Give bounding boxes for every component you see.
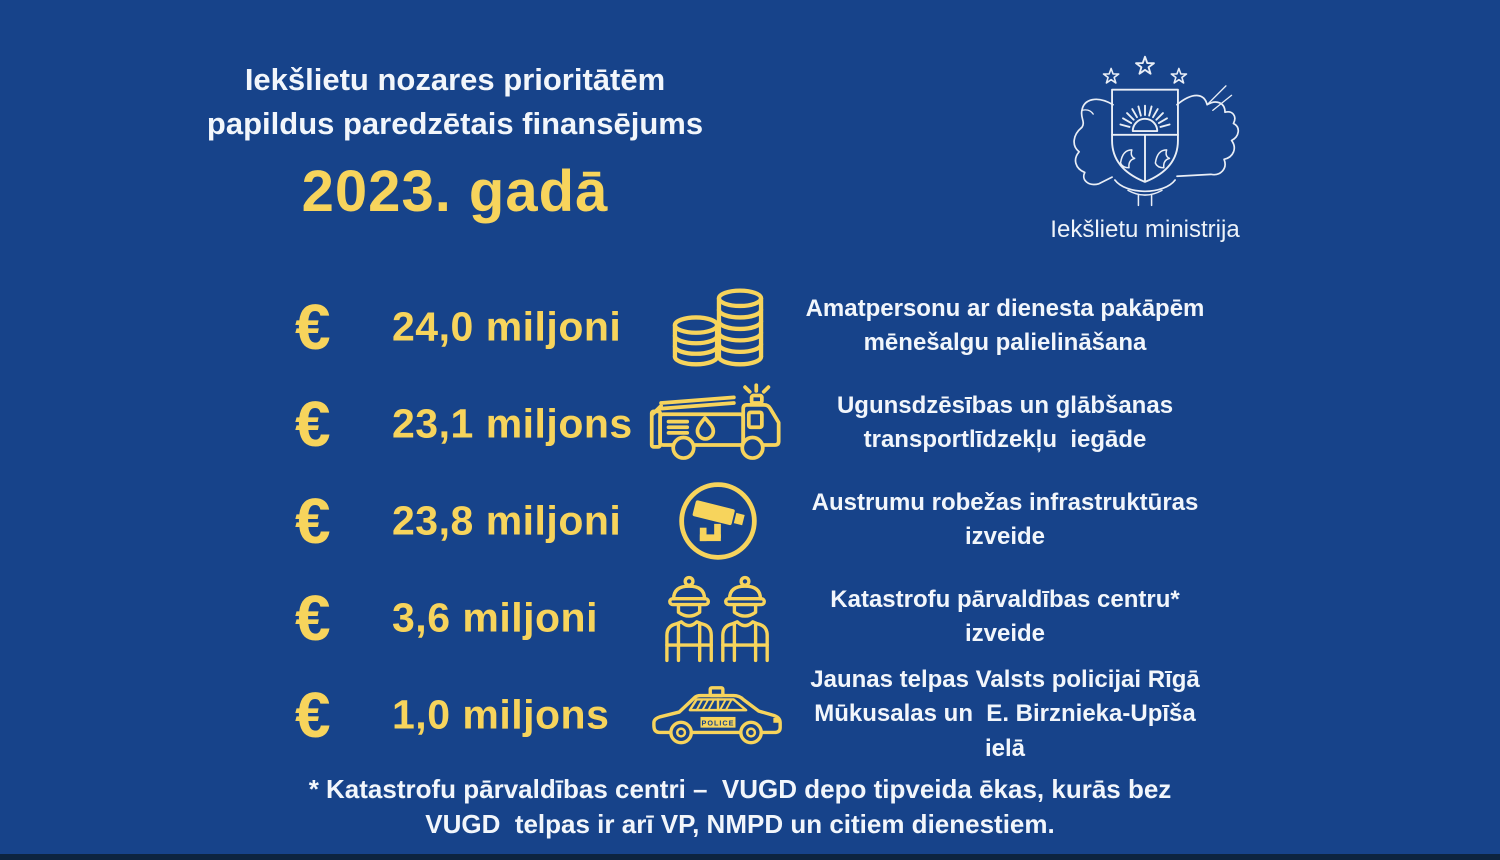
description-line: mēnešalgu palielināšana — [863, 329, 1147, 357]
amount-value: 1,0 miljons — [392, 691, 610, 737]
amount-value: 3,6 miljoni — [392, 594, 598, 640]
amount-value: 24,0 miljoni — [392, 303, 622, 349]
euro-sign: € — [295, 678, 331, 751]
cctv-camera-icon — [648, 472, 788, 569]
euro-sign: € — [295, 581, 331, 654]
description-line: Ugunsdzēsības un glābšanas — [836, 391, 1174, 419]
description-line: izveide — [964, 523, 1046, 551]
fire-truck-icon — [648, 375, 788, 472]
title-line-1: Iekšlietu nozares prioritātēm — [244, 62, 666, 97]
amount-value: 23,1 miljons — [392, 400, 633, 446]
row-description: Ugunsdzēsības un glābšanas transportlīdz… — [792, 389, 1218, 459]
row-description: Katastrofu pārvaldības centru* izveide — [792, 583, 1218, 653]
year-heading: 2023. gadā — [301, 159, 609, 225]
euro-sign: € — [295, 290, 331, 363]
row-description: Amatpersonu ar dienesta pakāpēm mēnešalg… — [792, 292, 1218, 362]
description-line: Jaunas telpas Valsts policijai Rīgā — [810, 665, 1200, 693]
row-description: Austrumu robežas infrastruktūras izveide — [792, 486, 1218, 556]
header: Iekšlietu nozares prioritātēm papildus p… — [120, 58, 790, 225]
firefighters-icon — [648, 569, 788, 666]
description-line: Mūkusalas un E. Birznieka-Upīša ielā — [814, 700, 1203, 762]
latvia-coat-of-arms-icon — [1073, 55, 1240, 207]
funding-row-border-infrastructure: € 23,8 miljoni Austrumu robežas infrastr… — [0, 472, 1500, 569]
description-line: izveide — [964, 620, 1046, 648]
description-line: transportlīdzekļu iegāde — [863, 426, 1147, 454]
euro-sign: € — [295, 484, 331, 557]
amount-value: 23,8 miljoni — [392, 497, 622, 543]
row-description: Jaunas telpas Valsts policijai Rīgā Mūku… — [792, 662, 1218, 766]
footnote: * Katastrofu pārvaldības centri – VUGD d… — [0, 772, 1480, 842]
description-line: Katastrofu pārvaldības centru* — [830, 585, 1180, 613]
footnote-line-2: VUGD telpas ir arī VP, NMPD un citiem di… — [425, 809, 1055, 840]
funding-row-police-premises: € 1,0 miljons POLICE Jaunas te — [0, 665, 1500, 763]
ministry-name: Iekšlietu ministrija — [1050, 216, 1240, 243]
footnote-line-1: * Katastrofu pārvaldības centri – VUGD d… — [308, 774, 1172, 804]
ministry-logo: Iekšlietu ministrija — [1030, 52, 1260, 244]
bottom-edge-strip — [0, 854, 1500, 860]
funding-row-disaster-centres: € 3,6 miljoni — [0, 569, 1500, 666]
police-car-icon: POLICE — [648, 666, 788, 763]
description-line: Amatpersonu ar dienesta pakāpēm — [805, 294, 1205, 322]
funding-row-fire-vehicles: € 23,1 miljons Ugunsdzēsības un glābšana… — [0, 375, 1500, 472]
euro-sign: € — [295, 387, 331, 460]
title-line-2: papildus paredzētais finansējums — [206, 106, 704, 142]
coins-icon — [648, 278, 788, 375]
description-line: Austrumu robežas infrastruktūras — [811, 488, 1199, 516]
funding-row-salaries: € 24,0 miljoni Amatpersonu ar dienesta p… — [0, 278, 1500, 375]
police-car-label: POLICE — [702, 718, 735, 727]
